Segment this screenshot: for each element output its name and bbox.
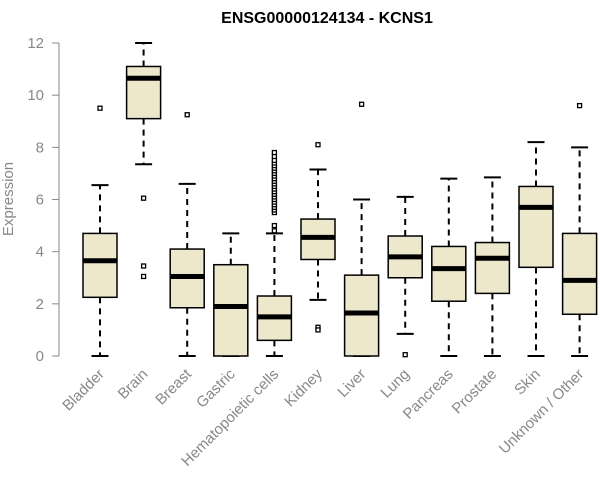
box-group [256,149,293,357]
box-group [343,101,380,357]
y-tick-label: 8 [36,139,44,156]
iqr-box [343,274,380,357]
outlier-point [184,112,190,118]
y-tick-label: 12 [27,35,44,52]
x-tick-label: Brain [115,366,152,403]
y-tick-label: 10 [27,87,44,104]
box-group [125,42,162,280]
x-tick-label: Skin [511,366,544,399]
box-group [300,142,336,333]
x-tick-label: Prostate [449,366,501,418]
y-tick-label: 0 [36,348,44,365]
box-group [213,232,249,357]
outlier-point [358,101,365,107]
x-tick-label: Bladder [59,366,108,415]
iqr-box [213,263,249,357]
box-group [431,177,467,357]
outlier-point [315,142,321,148]
iqr-box [561,232,598,316]
x-tick-label: Breast [152,365,195,408]
outlier-point [271,149,278,156]
y-axis-label: Expression [0,162,17,236]
x-tick-label: Kidney [281,365,326,410]
outlier-point [402,352,408,358]
iqr-box [125,65,162,120]
iqr-box [518,185,554,269]
box-group [474,176,511,357]
box-group [561,102,598,357]
outlier-point [140,263,147,269]
outlier-point [315,327,321,333]
box-group [82,105,118,357]
outlier-point [97,105,103,111]
outlier-point [271,228,278,234]
box-group [518,141,554,357]
x-tick-label: Liver [334,366,369,401]
box-series [82,42,598,358]
iqr-box [82,232,118,299]
y-tick-label: 6 [36,192,44,209]
box-group [169,112,205,357]
iqr-box [474,241,511,295]
outlier-point [140,273,147,280]
x-tick-label: Lung [377,366,413,402]
y-tick-label: 2 [36,296,44,313]
outlier-point [140,195,147,201]
box-group [387,195,423,358]
outlier-point [271,222,278,229]
chart-title: ENSG00000124134 - KCNS1 [221,10,433,27]
iqr-box [431,245,467,302]
outlier-point [576,102,583,109]
y-tick-label: 4 [36,244,44,261]
y-axis-ticks: 0 2 4 6 8 10 12 [27,35,59,365]
